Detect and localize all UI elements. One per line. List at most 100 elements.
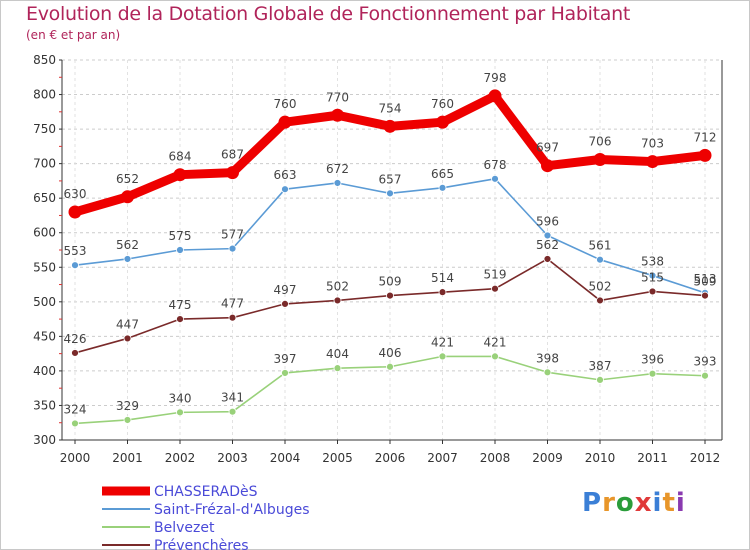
data-point (71, 419, 79, 428)
data-label: 398 (536, 351, 559, 365)
data-point (701, 291, 709, 300)
data-label: 663 (274, 168, 297, 182)
logo-letter: x (634, 488, 653, 518)
data-label: 421 (431, 335, 454, 349)
data-label: 396 (641, 353, 664, 367)
data-label: 596 (536, 214, 559, 228)
data-label: 324 (64, 402, 87, 416)
data-point (71, 349, 79, 357)
data-point (123, 334, 132, 343)
data-point (278, 115, 292, 129)
y-tick-label: 300 (33, 433, 56, 447)
data-label: 404 (326, 347, 349, 361)
data-point (333, 364, 342, 373)
data-point (228, 244, 237, 253)
y-tick-label: 600 (33, 226, 56, 240)
data-label: 561 (589, 239, 612, 253)
data-label: 760 (431, 97, 454, 111)
y-tick-label: 400 (33, 364, 56, 378)
data-point (68, 205, 82, 219)
data-point (646, 155, 659, 169)
x-tick-label: 2012 (690, 451, 721, 465)
data-label: 770 (326, 90, 349, 104)
data-label: 553 (64, 244, 87, 258)
data-label: 562 (536, 238, 559, 252)
data-point (331, 108, 344, 122)
proxiti-logo: Proxiti (582, 488, 686, 518)
data-label: 665 (431, 167, 454, 181)
x-tick-label: 2011 (637, 451, 668, 465)
data-point (491, 174, 499, 183)
data-label: 426 (64, 332, 87, 346)
x-tick-label: 2004 (270, 451, 301, 465)
data-point (176, 246, 184, 254)
data-label: 502 (326, 279, 349, 293)
data-label: 538 (641, 255, 664, 269)
x-tick-label: 2010 (585, 451, 616, 465)
data-label: 712 (694, 130, 717, 144)
data-point (173, 168, 187, 182)
data-point (438, 288, 447, 297)
legend-label: Belvezet (154, 520, 215, 536)
x-tick-label: 2007 (427, 451, 458, 465)
data-point (488, 89, 502, 103)
data-label: 502 (589, 279, 612, 293)
x-tick-label: 2006 (375, 451, 406, 465)
data-point (386, 362, 394, 371)
data-point (438, 352, 447, 361)
data-point (698, 148, 712, 162)
data-label: 798 (484, 71, 507, 85)
logo-letter: o (615, 488, 635, 518)
data-label: 387 (589, 359, 612, 373)
logo-letter: r (602, 488, 616, 518)
data-point (281, 299, 289, 308)
data-point (491, 352, 499, 361)
data-label: 514 (431, 271, 454, 285)
data-point (491, 284, 499, 293)
data-point (593, 152, 607, 166)
data-point (226, 166, 239, 180)
data-point (596, 375, 604, 384)
legend-label: Saint-Frézal-d'Albuges (154, 502, 310, 518)
data-label: 575 (169, 229, 192, 243)
data-point (123, 416, 132, 424)
logo-letter: P (582, 488, 603, 518)
data-point (386, 291, 394, 300)
data-point (333, 296, 342, 305)
data-label: 678 (484, 158, 507, 172)
data-label: 341 (221, 391, 244, 405)
chart-title: Evolution de la Dotation Globale de Fonc… (26, 3, 631, 25)
data-label: 687 (221, 148, 244, 162)
data-label: 697 (536, 141, 559, 155)
x-tick-label: 2003 (217, 451, 248, 465)
data-label: 684 (169, 150, 192, 164)
data-label: 509 (379, 275, 402, 289)
data-point (648, 271, 657, 280)
data-point (176, 408, 184, 417)
data-label: 562 (116, 238, 139, 252)
data-label: 672 (326, 162, 349, 176)
data-point (543, 255, 552, 263)
data-label: 630 (64, 187, 87, 201)
x-tick-label: 2005 (322, 451, 353, 465)
legend-label: Prévenchères (154, 538, 249, 550)
x-tick-label: 2001 (112, 451, 143, 465)
data-point (121, 190, 134, 204)
data-label: 519 (484, 268, 507, 282)
y-tick-label: 750 (33, 122, 56, 136)
chart-subtitle: (en € et par an) (26, 28, 121, 42)
data-point (281, 185, 289, 194)
logo-letter: i (652, 488, 663, 518)
y-tick-label: 350 (33, 398, 56, 412)
data-point (438, 183, 447, 192)
data-point (596, 296, 604, 305)
x-tick-label: 2008 (480, 451, 511, 465)
y-tick-label: 500 (33, 295, 56, 309)
data-label: 397 (274, 352, 297, 366)
data-label: 515 (641, 270, 664, 284)
x-tick-label: 2009 (532, 451, 563, 465)
data-point (333, 179, 342, 187)
data-label: 406 (379, 346, 402, 360)
data-point (436, 115, 449, 129)
